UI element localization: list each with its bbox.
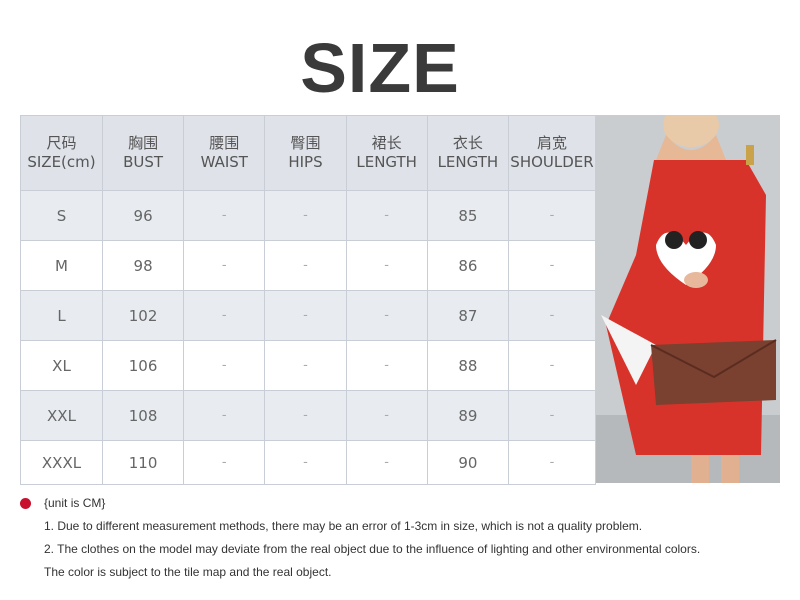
column-header: 衣长 LENGTH — [426, 115, 510, 191]
table-cell: 90 — [426, 440, 510, 485]
table-cell: - — [264, 440, 347, 485]
column-header: 胸围 BUST — [101, 115, 185, 191]
header-label: 尺码 — [46, 134, 77, 152]
note-line: 1. Due to different measurement methods,… — [44, 519, 643, 533]
column-header: 尺码 SIZE(cm) — [20, 115, 103, 191]
table-cell: - — [264, 290, 347, 341]
note-line: The color is subject to the tile map and… — [44, 565, 332, 579]
table-row: XXL 108- - -89- — [20, 390, 596, 441]
header-label: BUST — [123, 153, 164, 171]
table-cell: S — [20, 190, 103, 241]
table-cell: - — [345, 290, 428, 341]
table-cell: - — [508, 390, 596, 441]
bullet-dot-icon — [20, 498, 31, 509]
table-cell: - — [183, 340, 266, 391]
table-cell: - — [264, 340, 347, 391]
page-title: SIZE — [300, 29, 460, 107]
table-cell: - — [183, 290, 266, 341]
column-header: 臀围 HIPS — [264, 115, 347, 191]
table-cell: - — [264, 240, 347, 291]
table-cell: - — [183, 440, 266, 485]
header-label: LENGTH — [437, 153, 499, 171]
table-cell: - — [264, 390, 347, 441]
table-cell: 98 — [101, 240, 185, 291]
column-header: 肩宽 SHOULDER — [508, 115, 596, 191]
table-row: M 98- - -86- — [20, 240, 596, 291]
table-cell: - — [508, 190, 596, 241]
size-table: 尺码 SIZE(cm) 胸围 BUST 腰围 WAIST 臀围 HIPS 裙长 LENGTH 衣长 L… — [20, 115, 596, 485]
header-label: LENGTH — [356, 153, 417, 171]
table-cell: XXXL — [20, 440, 103, 485]
header-label: 衣长 — [452, 134, 483, 152]
table-cell: - — [508, 340, 596, 391]
header-label: SIZE(cm) — [27, 153, 96, 171]
table-cell: - — [264, 190, 347, 241]
table-cell: 85 — [426, 190, 510, 241]
table-cell: XL — [20, 340, 103, 391]
column-header: 裙长 LENGTH — [345, 115, 428, 191]
table-cell: - — [345, 440, 428, 485]
header-label: WAIST — [200, 153, 248, 171]
table-cell: - — [508, 290, 596, 341]
table-cell: 106 — [101, 340, 185, 391]
table-cell: 87 — [426, 290, 510, 341]
table-cell: M — [20, 240, 103, 291]
table-cell: 96 — [101, 190, 185, 241]
table-cell: L — [20, 290, 103, 341]
table-cell: XXL — [20, 390, 103, 441]
table-cell: 108 — [101, 390, 185, 441]
table-cell: - — [345, 190, 428, 241]
table-cell: 86 — [426, 240, 510, 291]
table-cell: - — [183, 240, 266, 291]
table-cell: 88 — [426, 340, 510, 391]
table-cell: 102 — [101, 290, 185, 341]
table-row: XL 106- - -88- — [20, 340, 596, 391]
table-cell: - — [345, 340, 428, 391]
header-label: 腰围 — [209, 134, 240, 152]
header-label: 臀围 — [290, 134, 321, 152]
notes: {unit is CM} 1. Due to different measure… — [20, 496, 700, 588]
table-cell: - — [183, 390, 266, 441]
header-label: 裙长 — [371, 134, 402, 152]
table-row: L 102- - -87- — [20, 290, 596, 341]
table-cell: - — [508, 240, 596, 291]
table-cell: - — [345, 390, 428, 441]
table-cell: - — [183, 190, 266, 241]
column-header: 腰围 WAIST — [183, 115, 266, 191]
note-line: 2. The clothes on the model may deviate … — [44, 542, 701, 556]
table-cell: 110 — [101, 440, 185, 485]
table-row: S 96- - -85- — [20, 190, 596, 241]
table-cell: - — [345, 240, 428, 291]
header-label: SHOULDER — [510, 153, 594, 171]
header-label: 肩宽 — [536, 134, 567, 152]
header-label: 胸围 — [128, 134, 159, 152]
table-cell: 89 — [426, 390, 510, 441]
model-photo — [596, 115, 780, 483]
table-row: XXXL 110- - -90- — [20, 440, 596, 485]
table-cell: - — [508, 440, 596, 485]
unit-note: {unit is CM} — [44, 496, 106, 510]
header-label: HIPS — [288, 153, 323, 171]
